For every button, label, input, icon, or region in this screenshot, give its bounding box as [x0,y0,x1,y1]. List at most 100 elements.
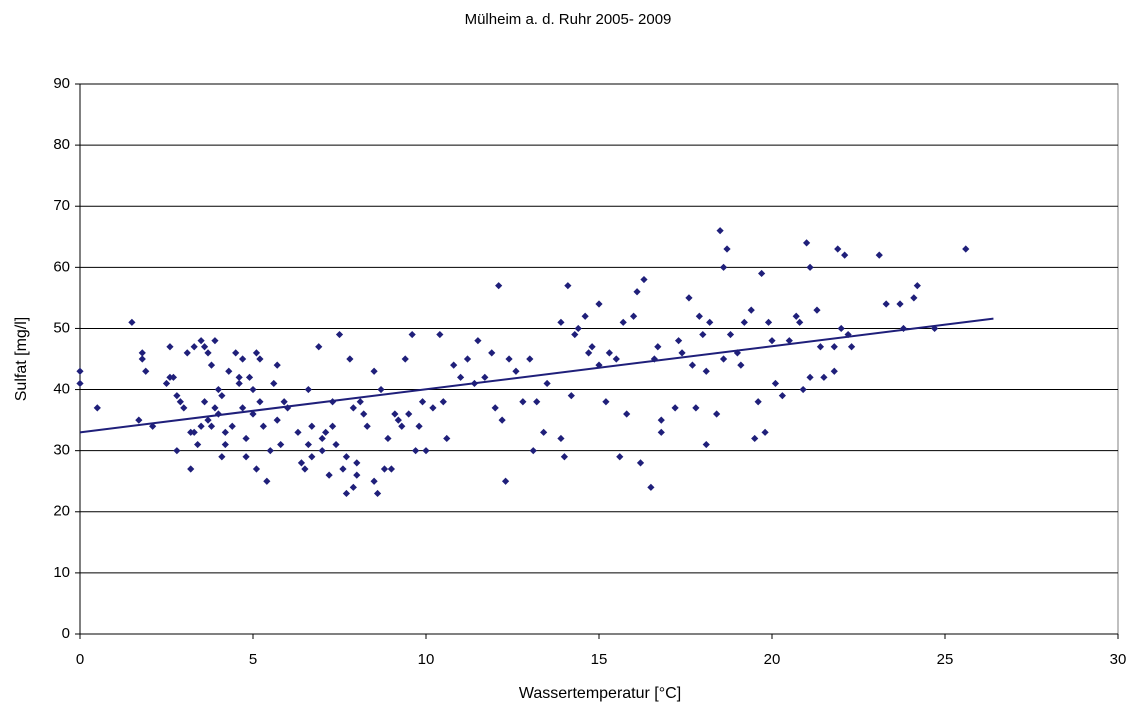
y-tick-label: 10 [53,564,70,581]
data-point [443,434,451,443]
x-tick-label: 5 [249,651,257,668]
data-point [633,288,641,296]
data-point [332,440,340,449]
data-point [678,349,686,357]
data-point [138,349,146,357]
data-point [574,324,582,333]
data-point [415,422,423,430]
data-point [657,428,665,436]
data-point [616,453,624,461]
data-point [180,404,188,412]
data-point [277,440,285,449]
data-point [308,453,316,461]
data-point [187,465,195,473]
data-point [581,312,589,320]
x-tick-label: 15 [591,651,608,668]
data-point [820,373,828,381]
data-point [328,422,337,430]
data-point [962,245,970,253]
data-point [242,434,250,443]
data-point [588,343,596,351]
data-point [636,459,645,467]
data-point [747,306,755,314]
data-point [543,379,551,388]
data-point [142,367,150,375]
data-point [910,294,918,302]
data-point [135,416,143,424]
y-axis-label: Sulfat [mg/l] [13,317,30,401]
data-point [370,477,378,485]
data-point [280,398,288,406]
data-point [342,453,351,461]
data-point [249,385,257,394]
trend-line [79,317,994,434]
data-point [685,294,693,302]
data-point [183,349,191,357]
data-point [830,343,838,351]
data-point [190,343,198,351]
data-point [242,453,250,461]
data-point [252,349,261,357]
data-point [813,306,821,314]
data-point [273,361,281,369]
data-point [304,385,312,394]
data-point [439,398,447,406]
x-tick-label: 20 [764,651,781,668]
data-point [619,318,627,326]
data-point [315,343,323,351]
data-point [353,459,361,467]
data-point [630,312,638,320]
data-point [913,282,921,290]
data-point [585,349,593,357]
data-point [803,239,811,247]
data-point [657,416,665,424]
data-point [896,300,904,308]
data-point [751,434,759,443]
data-point [373,489,382,498]
data-point [740,318,748,326]
data-point [360,410,368,418]
data-point [702,367,710,375]
data-point [173,392,181,400]
data-point [796,318,804,326]
data-point [429,404,437,412]
y-tick-label: 90 [53,75,70,92]
data-point [847,343,856,351]
data-point [674,337,683,345]
data-point [207,361,216,369]
y-tick-label: 0 [62,625,70,642]
x-tick-label: 0 [76,651,84,668]
data-point [841,251,849,259]
data-point [463,355,472,363]
data-point [758,269,766,278]
data-point [270,379,278,388]
data-point [239,355,247,363]
data-point [318,447,326,455]
data-point [418,398,427,406]
data-point [768,337,776,345]
data-point [498,416,506,424]
data-point [816,343,825,351]
data-point [557,434,565,443]
data-point [263,477,271,485]
data-point [356,398,364,406]
data-point [488,349,496,357]
data-point [162,379,171,388]
data-point [284,404,292,412]
data-point [325,471,333,479]
data-point [408,330,416,339]
data-point [76,379,84,388]
data-point [204,349,212,357]
data-point [322,428,330,436]
data-point [806,373,814,381]
data-point [595,361,603,369]
data-point [501,477,510,485]
data-point [380,465,389,473]
data-point [647,483,655,491]
data-point [806,263,814,271]
data-point [342,489,351,498]
data-point [335,330,344,339]
x-tick-label: 25 [937,651,954,668]
data-point [834,245,842,253]
data-point [422,447,430,455]
